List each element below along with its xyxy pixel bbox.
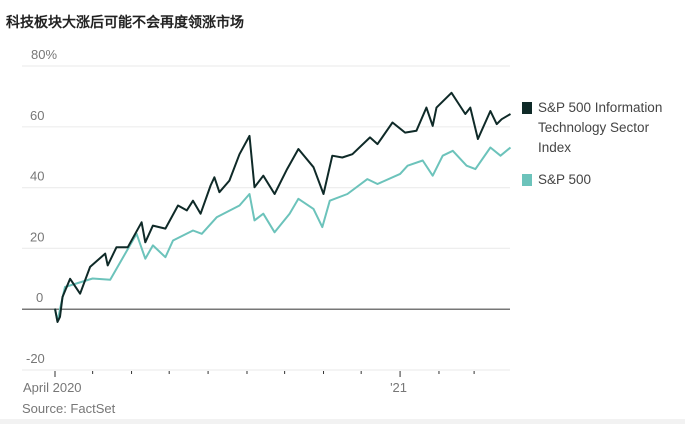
y-tick-label: -20 [26, 351, 45, 366]
x-tick-label: '21 [390, 380, 407, 395]
legend-label-tech-line2: Technology Sector [538, 120, 650, 135]
legend-item-sp500: S&P 500 [522, 170, 685, 190]
legend-label-tech-line1: S&P 500 Information [538, 100, 663, 115]
x-tick-label: April 2020 [23, 380, 82, 395]
y-tick-label: 40 [30, 169, 44, 184]
legend-swatch-sp500 [522, 174, 532, 186]
chart-title: 科技板块大涨后可能不会再度领涨市场 [6, 14, 244, 30]
y-tick-label: 20 [30, 229, 44, 244]
y-tick-label: 0 [36, 290, 43, 305]
legend-label-tech-line3: Index [538, 140, 572, 155]
series-line-sp500 [54, 146, 512, 323]
legend-label-sp500: S&P 500 [538, 172, 592, 187]
source-note: Source: FactSet [22, 401, 116, 416]
series-line-tech [54, 91, 512, 323]
bottom-divider [0, 419, 685, 424]
legend-item-tech: S&P 500 Information Technology Sector In… [522, 98, 685, 158]
y-tick-label: 60 [30, 108, 44, 123]
legend-swatch-tech [522, 102, 532, 114]
y-tick-label: 80% [31, 47, 57, 62]
